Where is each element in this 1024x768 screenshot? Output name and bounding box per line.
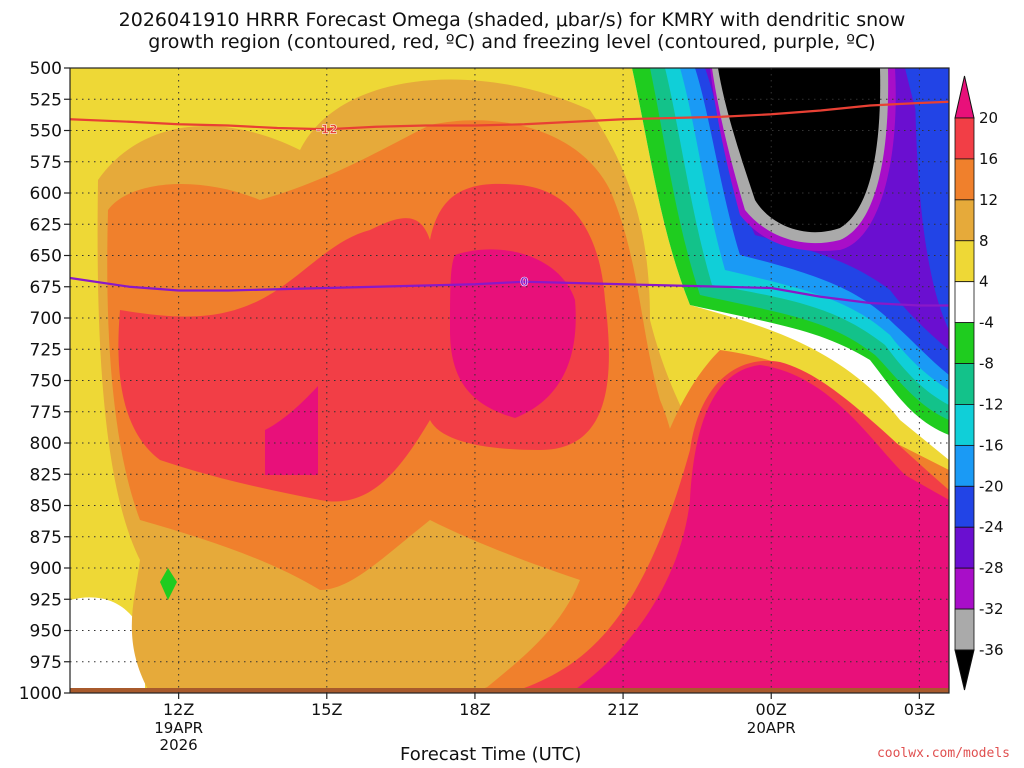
contour-line	[69, 100, 950, 131]
y-tick-label: 850	[30, 497, 62, 517]
y-tick-label: 650	[30, 247, 62, 267]
colorbar-label: -36	[979, 641, 1004, 659]
chart-title-line2: growth region (contoured, red, ºC) and f…	[148, 31, 876, 53]
colorbar: 20 16 12 8 4 -4 -8 -12 -16 -20 -24 -28 -32 -36	[954, 75, 1004, 691]
y-tick-label: 800	[30, 434, 62, 454]
y-tick-label: 600	[30, 184, 62, 204]
y-tick-label: 825	[30, 465, 62, 485]
y-tick-label: 700	[30, 309, 62, 329]
y-tick-label: 925	[30, 590, 62, 610]
temperature-contours: -12 0	[69, 100, 950, 307]
colorbar-label: -32	[979, 600, 1004, 618]
colorbar-label: -16	[979, 436, 1004, 454]
colorbar-segment	[954, 322, 975, 364]
colorbar-segment	[954, 444, 975, 487]
colorbar-label: -4	[979, 314, 994, 332]
y-tick-label: 725	[30, 340, 62, 360]
x-tick-label: 21Z	[607, 700, 638, 719]
x-tick-label: 00Z	[756, 700, 787, 719]
x-tick-label: 12Z	[163, 700, 194, 719]
colorbar-label: -28	[979, 559, 1004, 577]
colorbar-label: 16	[979, 150, 998, 168]
x-tick-label: 18Z	[459, 700, 490, 719]
colorbar-segment	[954, 117, 975, 160]
y-tick-label: 1000	[19, 684, 62, 704]
chart-title-line1: 2026041910 HRRR Forecast Omega (shaded, …	[118, 9, 906, 31]
colorbar-label: -12	[979, 395, 1004, 413]
colorbar-label: 4	[979, 273, 989, 291]
y-tick-label: 775	[30, 403, 62, 423]
y-tick-label: 750	[30, 372, 62, 392]
colorbar-segment	[954, 485, 975, 528]
colorbar-segment	[954, 240, 975, 283]
pressure-axis: 500 525 550 575 600 625 650 675 700 725 750 775 800 8…	[19, 59, 70, 704]
colorbar-segment	[954, 608, 975, 651]
colorbar-segment	[954, 404, 975, 446]
colorbar-segment	[954, 199, 975, 242]
colorbar-label: 12	[979, 191, 998, 209]
x-tick-year: 2026	[160, 736, 198, 754]
colorbar-label: 20	[979, 109, 998, 127]
contour-label: -12	[316, 122, 338, 136]
y-tick-label: 875	[30, 528, 62, 548]
y-tick-label: 675	[30, 278, 62, 298]
colorbar-segment	[954, 567, 975, 610]
colorbar-label: -8	[979, 355, 994, 373]
x-axis-title: Forecast Time (UTC)	[400, 744, 582, 765]
colorbar-segment	[954, 526, 975, 569]
y-tick-label: 500	[30, 59, 62, 79]
colorbar-bottom-arrow	[954, 649, 975, 691]
contour-line	[69, 276, 949, 307]
x-tick-date: 20APR	[747, 719, 796, 737]
colorbar-label: -24	[979, 518, 1004, 536]
omega-shading	[70, 68, 949, 693]
y-tick-label: 625	[30, 215, 62, 235]
y-tick-label: 950	[30, 622, 62, 642]
y-tick-label: 525	[30, 90, 62, 110]
credit-link[interactable]: coolwx.com/models	[876, 746, 1010, 761]
x-tick-date: 19APR	[154, 719, 203, 737]
colorbar-segment	[954, 363, 975, 405]
x-tick-label: 15Z	[311, 700, 342, 719]
y-tick-label: 575	[30, 153, 62, 173]
y-tick-label: 975	[30, 653, 62, 673]
colorbar-segment	[954, 281, 975, 324]
colorbar-segment	[954, 158, 975, 201]
colorbar-label: 8	[979, 232, 989, 250]
colorbar-label: -20	[979, 477, 1004, 495]
x-tick-label: 03Z	[904, 700, 935, 719]
contour-label: 0	[520, 275, 528, 289]
y-tick-label: 550	[30, 122, 62, 142]
colorbar-top-arrow	[954, 75, 975, 119]
y-tick-label: 900	[30, 559, 62, 579]
